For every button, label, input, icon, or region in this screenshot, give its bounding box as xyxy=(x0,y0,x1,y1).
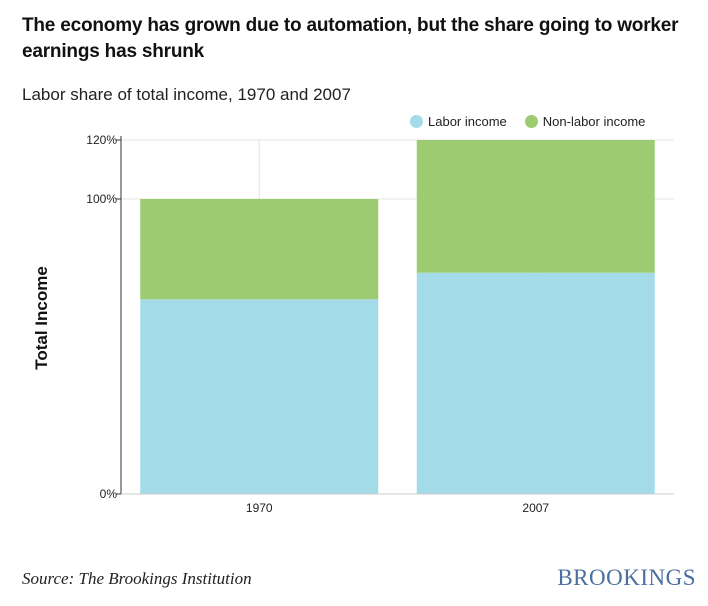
legend-item-labor[interactable]: Labor income xyxy=(410,114,507,129)
chart-title: The economy has grown due to automation,… xyxy=(22,15,679,62)
y-tick-label-1: 100% xyxy=(86,192,117,206)
legend-swatch-non-labor xyxy=(524,115,538,128)
bar-non-labor-income-1970 xyxy=(140,199,379,300)
source-note: Source: The Brookings Institution xyxy=(22,569,252,588)
legend-item-non-labor[interactable]: Non-labor income xyxy=(524,114,646,129)
legend-swatch-labor xyxy=(410,115,423,128)
bar-labor-income-1970 xyxy=(140,299,379,494)
legend-label-labor: Labor income xyxy=(428,114,507,129)
chart-subtitle: Labor share of total income, 1970 and 20… xyxy=(22,85,351,104)
y-tick-label-2: 120% xyxy=(86,133,117,147)
legend-label-non-labor: Non-labor income xyxy=(542,114,646,129)
bar-non-labor-income-2007 xyxy=(416,140,655,273)
x-tick-label-1970: 1970 xyxy=(246,501,273,515)
chart-legend: Labor income Non-labor income xyxy=(410,114,663,129)
bar-labor-income-2007 xyxy=(416,272,655,494)
brookings-logo: BROOKINGS xyxy=(557,565,696,590)
y-tick-label-0: 0% xyxy=(100,487,118,501)
x-tick-label-2007: 2007 xyxy=(522,501,549,515)
